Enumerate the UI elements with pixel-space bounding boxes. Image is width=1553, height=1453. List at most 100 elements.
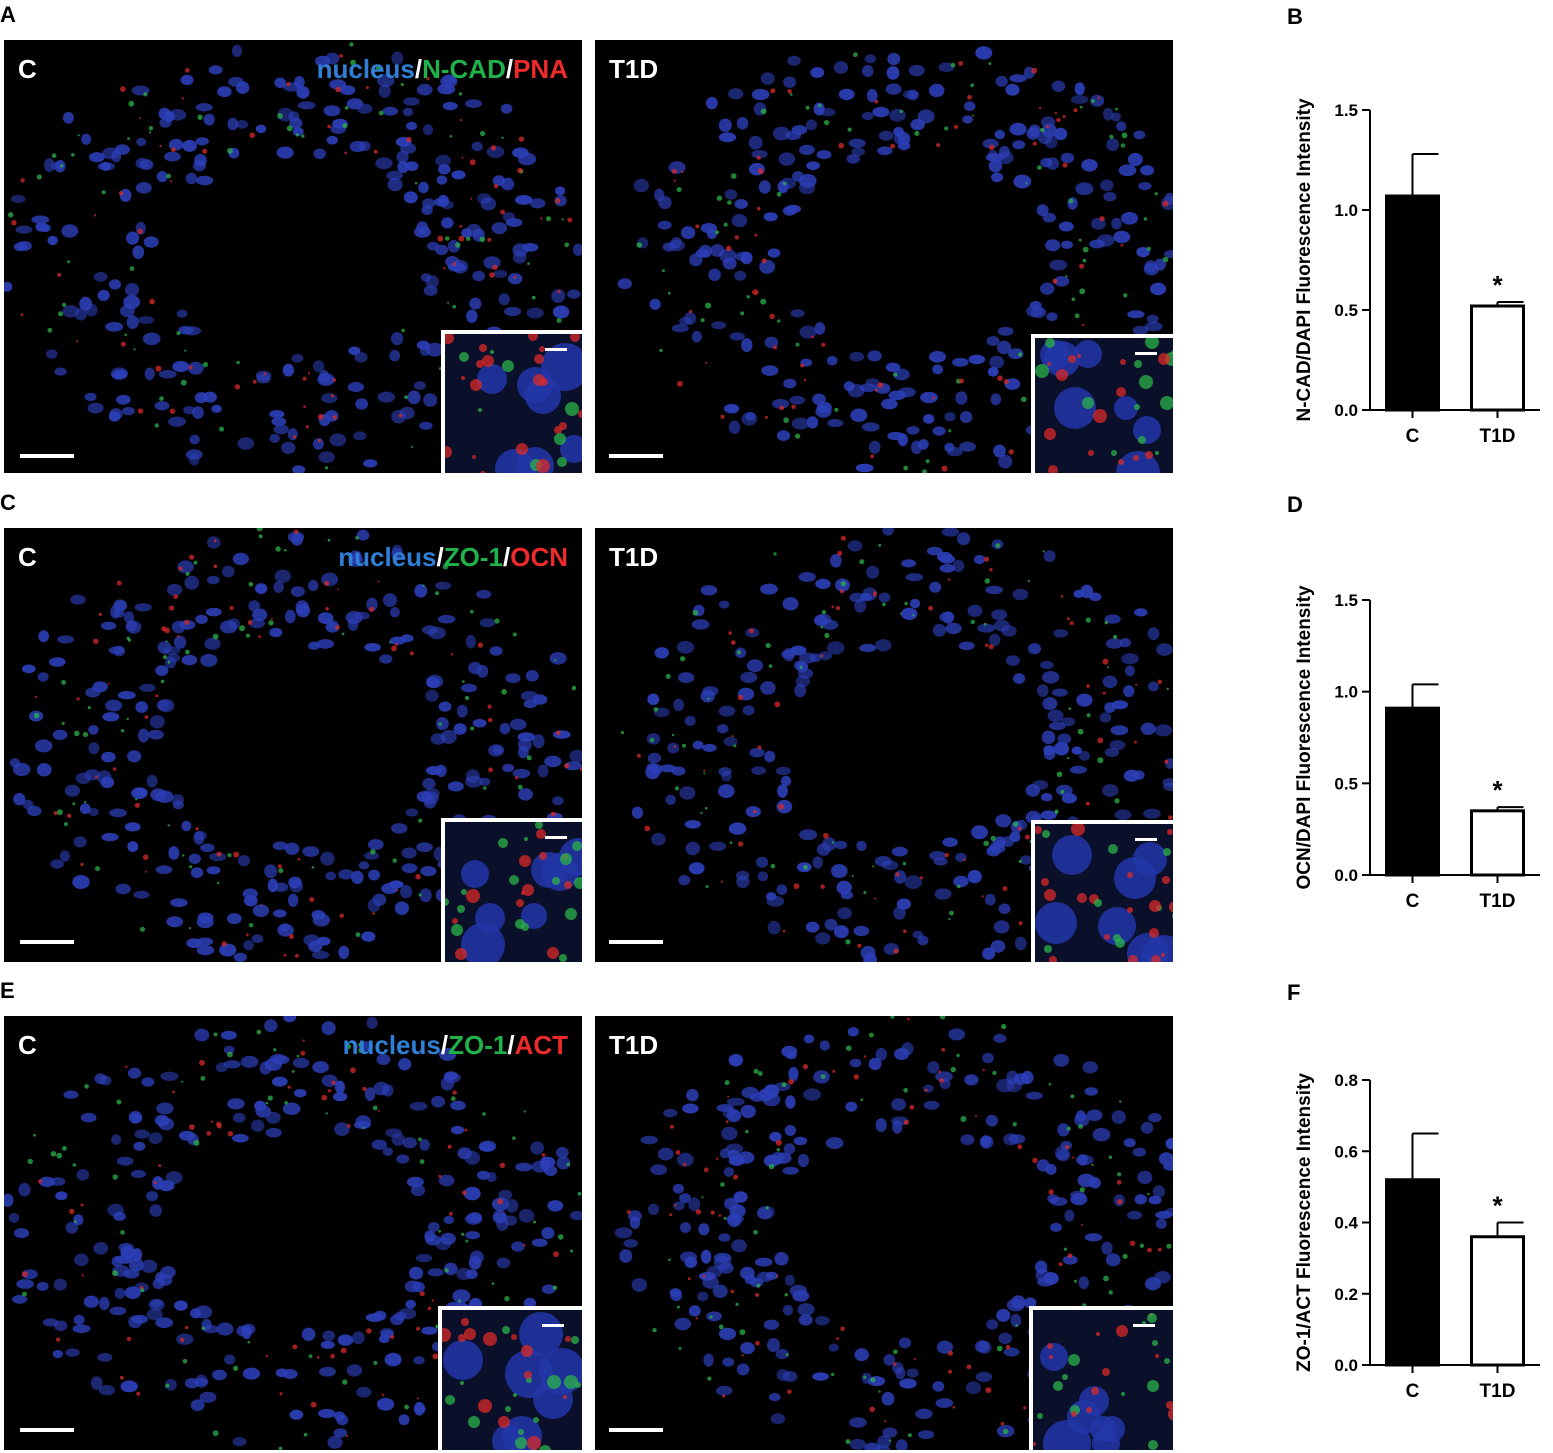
nucleus-blob	[59, 850, 70, 862]
stain-speck	[653, 707, 659, 712]
nucleus-blob	[716, 1385, 733, 1396]
nucleus-blob	[902, 89, 919, 99]
nucleus-blob	[971, 825, 988, 840]
inset-speck	[1164, 1358, 1170, 1364]
nucleus-blob	[397, 161, 409, 174]
nucleus-blob	[156, 1102, 174, 1115]
nucleus-blob	[368, 869, 381, 881]
stain-speck	[38, 1179, 43, 1184]
nucleus-blob	[1057, 733, 1072, 745]
stain-speck	[954, 124, 959, 129]
nucleus-blob	[232, 1437, 247, 1447]
inset-nucleus	[519, 1312, 563, 1356]
stain-speck	[419, 1159, 425, 1165]
nucleus-blob	[782, 1166, 799, 1175]
inset-speck	[524, 837, 528, 841]
stain-speck	[263, 372, 267, 376]
nucleus-blob	[423, 393, 438, 407]
stain-speck	[893, 1362, 897, 1366]
nucleus-blob	[356, 1386, 372, 1398]
nucleus-blob	[130, 1169, 146, 1179]
nucleus-blob	[363, 851, 380, 860]
nucleus-blob	[353, 431, 367, 441]
nucleus-blob	[671, 324, 689, 333]
inset-speck	[1104, 934, 1110, 940]
nucleus-blob	[819, 1040, 830, 1051]
nucleus-blob	[509, 718, 527, 731]
nucleus-blob	[181, 820, 192, 832]
nucleus-blob	[891, 1098, 907, 1111]
nucleus-blob	[377, 74, 395, 88]
stain-speck	[153, 1181, 157, 1185]
stain-speck	[33, 712, 40, 719]
nucleus-blob	[38, 630, 49, 643]
stain-speck	[774, 701, 781, 708]
nucleus-blob	[1062, 1255, 1078, 1265]
stain-speck	[554, 659, 557, 662]
stain-speck	[119, 1375, 124, 1380]
nucleus-blob	[526, 307, 544, 319]
nucleus-blob	[438, 1174, 455, 1187]
stain-speck	[181, 1080, 184, 1083]
inset-speck	[536, 829, 546, 839]
stain-speck	[212, 633, 219, 640]
stain-speck	[1013, 821, 1019, 827]
nucleus-blob	[1113, 230, 1131, 244]
stain-speck	[69, 1208, 75, 1215]
stain-speck	[989, 568, 993, 572]
stain-speck	[447, 301, 450, 304]
stain-speck	[317, 1356, 320, 1359]
nucleus-blob	[181, 654, 198, 666]
nucleus-blob	[1037, 684, 1049, 697]
nucleus-blob	[379, 1327, 394, 1338]
stain-speck	[863, 1375, 867, 1379]
nucleus-blob	[906, 1368, 919, 1378]
stain-nucleus: nucleus	[316, 54, 415, 84]
nucleus-blob	[146, 1308, 163, 1321]
nucleus-blob	[948, 1028, 965, 1041]
stain-speck	[252, 379, 257, 384]
nucleus-blob	[1010, 1313, 1022, 1328]
nucleus-blob	[135, 157, 149, 169]
nucleus-blob	[700, 689, 715, 703]
stain-speck	[129, 266, 135, 271]
stain-speck	[1065, 1145, 1070, 1149]
stain-speck	[189, 554, 195, 560]
nucleus-blob	[61, 224, 79, 238]
inset-speck	[539, 1445, 551, 1450]
inset-speck	[479, 344, 487, 352]
stain-speck	[757, 1071, 763, 1076]
stain-speck	[1060, 595, 1064, 598]
stain-speck	[127, 638, 132, 642]
nucleus-blob	[556, 1156, 571, 1170]
x-tick-label: T1D	[1480, 1381, 1516, 1402]
nucleus-blob	[917, 935, 929, 946]
nucleus-blob	[1061, 793, 1077, 804]
nucleus-blob	[993, 1033, 1007, 1043]
stain-green: ZO-1	[443, 542, 503, 572]
nucleus-blob	[1082, 1061, 1098, 1074]
nucleus-blob	[466, 223, 482, 238]
nucleus-blob	[729, 332, 745, 341]
stain-speck	[877, 382, 884, 388]
nucleus-blob	[123, 1269, 140, 1279]
stain-speck	[1147, 1247, 1152, 1253]
stain-speck	[1078, 1124, 1083, 1129]
nucleus-blob	[718, 118, 732, 133]
inset-speck	[570, 334, 580, 342]
stain-speck	[1039, 127, 1045, 133]
nucleus-blob	[724, 189, 738, 200]
nucleus-blob	[798, 181, 816, 195]
nucleus-blob	[80, 1112, 97, 1123]
stain-speck	[219, 426, 225, 432]
nucleus-blob	[405, 1299, 417, 1309]
stain-speck	[378, 1109, 380, 1112]
nucleus-blob	[859, 643, 877, 653]
nucleus-blob	[825, 1137, 844, 1149]
nucleus-blob	[170, 898, 188, 907]
stain-speck	[350, 59, 356, 66]
nucleus-blob	[73, 836, 87, 848]
inset-speck	[498, 1416, 510, 1428]
nucleus-blob	[1105, 1253, 1121, 1267]
stain-speck	[950, 62, 956, 68]
